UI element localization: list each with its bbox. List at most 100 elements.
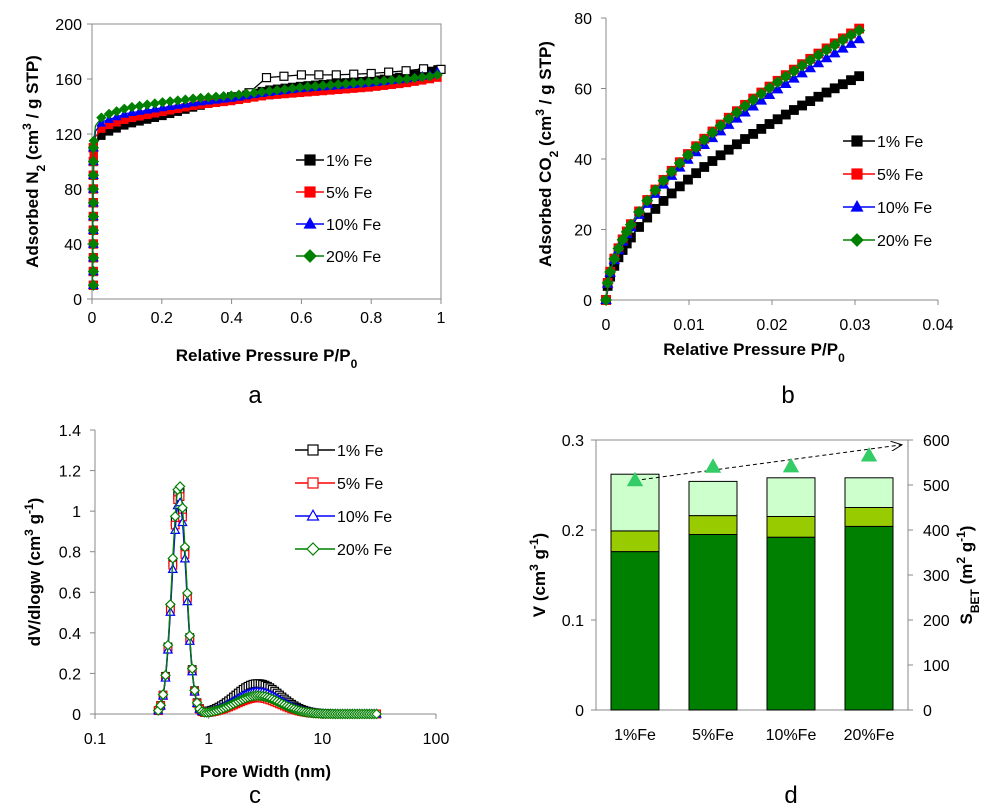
- data-point: [264, 85, 275, 97]
- y-axis-label: dV/dlogw (cm3 g-1): [22, 498, 44, 647]
- bar-segment: [610, 551, 660, 711]
- legend-marker: [851, 135, 863, 147]
- legend-marker: [307, 444, 319, 456]
- data-point: [256, 86, 267, 98]
- data-point: [149, 98, 161, 109]
- y-axis-label-part: (cm: [536, 116, 555, 151]
- data-point: [658, 196, 669, 206]
- y2-tick-label: 300: [923, 568, 950, 585]
- legend-marker: [851, 168, 863, 180]
- data-point: [409, 72, 420, 84]
- data-point: [674, 181, 685, 192]
- data-point: [604, 265, 617, 278]
- data-point: [698, 133, 711, 146]
- data-point: [620, 225, 633, 238]
- x-axis-label-part: Relative Pressure P/P: [663, 340, 838, 359]
- data-point: [261, 73, 272, 83]
- y-tick-label: 0: [73, 292, 82, 309]
- x-tick-label: 20%Fe: [844, 727, 895, 744]
- data-point: [180, 94, 191, 105]
- data-point: [804, 54, 817, 67]
- data-point: [837, 79, 848, 90]
- data-point: [723, 144, 734, 155]
- y-axis-label-part: (cm: [23, 130, 42, 165]
- data-point: [763, 88, 776, 99]
- data-point: [294, 82, 306, 93]
- y2-tick-label: 400: [923, 523, 950, 540]
- data-point: [162, 639, 174, 651]
- data-point: [333, 79, 344, 90]
- data-point: [797, 100, 807, 111]
- data-point: [763, 81, 776, 94]
- y2-tick-label: 500: [923, 478, 950, 495]
- data-point: [755, 87, 768, 100]
- data-point: [836, 34, 849, 47]
- data-point: [184, 630, 196, 642]
- data-point: [287, 83, 298, 94]
- data-point: [813, 91, 824, 102]
- data-point: [812, 49, 825, 62]
- y-axis-label-part: 2: [547, 150, 561, 157]
- data-point: [691, 168, 702, 179]
- plot-area: [91, 23, 442, 300]
- data-point: [155, 699, 167, 711]
- x-axis-label: Relative Pressure P/P0: [176, 346, 358, 371]
- y-tick-label: 1: [72, 504, 81, 521]
- data-point: [401, 73, 413, 85]
- data-point: [317, 80, 329, 91]
- panel-d-chart: 0 0.1 0.2 0.3 0 100 200 300 400 500 600 1%Fe 5%Fe 10%…: [527, 433, 982, 744]
- data-point: [673, 157, 686, 170]
- data-point: [87, 210, 100, 223]
- data-point: [837, 42, 849, 53]
- data-point: [771, 83, 784, 94]
- data-point: [820, 44, 833, 57]
- data-point: [378, 75, 390, 86]
- y-axis-label-part: ): [25, 498, 44, 504]
- data-point: [616, 233, 629, 246]
- data-point: [177, 502, 188, 514]
- y2-tick-label: 0: [923, 703, 932, 720]
- y-axis-label-part: -1: [22, 503, 36, 514]
- bar-segment: [844, 477, 894, 508]
- x-tick-label: 1%Fe: [614, 727, 656, 744]
- data-point: [355, 77, 367, 88]
- data-point: [203, 92, 214, 103]
- legend-marker: [306, 542, 320, 556]
- data-point: [780, 77, 792, 88]
- data-point: [854, 71, 865, 82]
- data-point: [87, 155, 100, 168]
- data-point: [764, 119, 775, 129]
- y-tick-label: 0.3: [562, 433, 584, 450]
- y-axis-label-part: g: [530, 549, 549, 564]
- legend-label: 20% Fe: [326, 249, 381, 266]
- data-point: [853, 24, 866, 37]
- legend-marker: [303, 249, 317, 263]
- y2-axis-label-part: 2: [954, 557, 968, 564]
- data-point: [681, 148, 694, 161]
- y2-tick-label: 100: [923, 658, 950, 675]
- legend-label: 10% Fe: [877, 200, 932, 217]
- data-point: [805, 96, 816, 106]
- data-point: [126, 101, 138, 113]
- y-tick-label: 0: [575, 703, 584, 720]
- x-tick-label: 0.6: [290, 310, 312, 327]
- data-point: [210, 91, 222, 102]
- x-axis-label-part: 0: [351, 357, 358, 371]
- data-point: [314, 70, 324, 80]
- x-axis-label: Pore Width (nm): [200, 762, 331, 781]
- x-tick-label: 5%Fe: [692, 727, 734, 744]
- y-tick-label: 120: [55, 127, 82, 144]
- y-axis-label-part: V (cm: [530, 571, 549, 617]
- y2-tick-label: 600: [923, 433, 950, 450]
- data-point: [195, 92, 206, 104]
- bar-segment: [688, 534, 738, 711]
- data-point: [87, 238, 100, 250]
- y-tick-label: 1.4: [59, 423, 81, 440]
- x-axis-label-part: Relative Pressure P/P: [176, 346, 351, 365]
- legend-marker: [307, 477, 319, 489]
- panel-letter-a: a: [248, 382, 262, 409]
- data-point: [366, 68, 376, 79]
- data-point: [179, 541, 191, 553]
- y-tick-label: 200: [55, 17, 82, 34]
